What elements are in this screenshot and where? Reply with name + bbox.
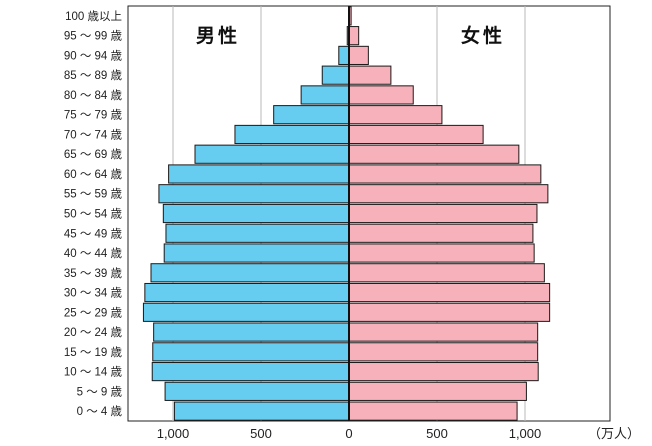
unit-label: （万人） bbox=[588, 426, 640, 441]
female-bar bbox=[348, 243, 535, 263]
age-label: 15 ～ 19 歳 bbox=[64, 346, 123, 359]
female-bar bbox=[348, 184, 549, 204]
age-label: 85 ～ 89 歳 bbox=[64, 69, 123, 82]
age-label: 60 ～ 64 歳 bbox=[64, 168, 123, 181]
male-bar bbox=[163, 243, 350, 263]
male-bar bbox=[300, 85, 350, 105]
female-bar bbox=[348, 381, 527, 401]
female-bar bbox=[348, 342, 539, 362]
x-tick-label: 1,000 bbox=[157, 426, 190, 441]
x-tick-label: 500 bbox=[250, 426, 272, 441]
male-bar bbox=[338, 45, 350, 65]
age-labels: 100 歳以上 95 ～ 99 歳 90 ～ 94 歳 85 ～ 89 歳 80 ～ 8… bbox=[64, 10, 123, 418]
age-label: 40 ～ 44 歳 bbox=[64, 247, 123, 260]
age-label: 100 歳以上 bbox=[65, 10, 122, 23]
female-bar bbox=[348, 124, 484, 145]
male-bar bbox=[158, 184, 350, 204]
x-tick-label: 0 bbox=[345, 426, 352, 441]
age-label: 65 ～ 69 歳 bbox=[64, 148, 123, 161]
male-bar bbox=[150, 263, 350, 283]
age-label: 90 ～ 94 歳 bbox=[64, 49, 123, 62]
age-label: 75 ～ 79 歳 bbox=[64, 109, 123, 122]
female-bar bbox=[348, 26, 360, 46]
age-label: 30 ～ 34 歳 bbox=[64, 287, 123, 300]
male-bar bbox=[164, 381, 350, 401]
age-label: 95 ～ 99 歳 bbox=[64, 30, 123, 43]
female-bar bbox=[348, 105, 443, 125]
male-bar bbox=[142, 302, 350, 322]
age-label: 10 ～ 14 歳 bbox=[64, 366, 123, 379]
x-tick-labels: 1,000 500 0 500 1,000 bbox=[157, 426, 542, 441]
female-bar bbox=[348, 401, 518, 421]
male-bar bbox=[273, 105, 350, 125]
age-label: 55 ～ 59 歳 bbox=[64, 188, 123, 201]
age-label: 0 ～ 4 歳 bbox=[77, 405, 123, 418]
age-label: 80 ～ 84 歳 bbox=[64, 89, 123, 102]
age-label: 25 ～ 29 歳 bbox=[64, 306, 123, 319]
male-bar bbox=[321, 65, 350, 85]
male-bar bbox=[234, 124, 350, 145]
age-label: 20 ～ 24 歳 bbox=[64, 326, 123, 339]
x-tick-label: 1,000 bbox=[509, 426, 542, 441]
male-bar bbox=[153, 322, 350, 342]
female-bar bbox=[348, 263, 545, 283]
male-bar bbox=[162, 203, 350, 224]
female-bar bbox=[348, 85, 414, 105]
female-bar bbox=[348, 65, 392, 85]
male-series-label: 男性 bbox=[196, 24, 240, 47]
bars-group bbox=[142, 6, 551, 421]
male-bar bbox=[151, 362, 350, 382]
age-label: 50 ～ 54 歳 bbox=[64, 208, 123, 221]
female-bar bbox=[348, 223, 534, 243]
female-bar bbox=[348, 45, 369, 65]
age-label: 70 ～ 74 歳 bbox=[64, 128, 123, 141]
male-bar bbox=[194, 144, 350, 164]
age-label: 35 ～ 39 歳 bbox=[64, 267, 123, 280]
male-bar bbox=[152, 342, 350, 362]
female-series-label: 女性 bbox=[461, 24, 505, 47]
female-bar bbox=[348, 362, 539, 382]
female-bar bbox=[348, 164, 542, 184]
female-bar bbox=[348, 203, 538, 224]
x-tick-label: 500 bbox=[426, 426, 448, 441]
female-bar bbox=[348, 302, 551, 322]
female-bar bbox=[348, 282, 551, 303]
male-bar bbox=[144, 282, 350, 303]
age-label: 5 ～ 9 歳 bbox=[77, 385, 123, 398]
male-bar bbox=[168, 164, 350, 184]
female-bar bbox=[348, 144, 520, 164]
male-bar bbox=[165, 223, 350, 243]
male-bar bbox=[173, 401, 350, 421]
female-bar bbox=[348, 322, 539, 342]
age-label: 45 ～ 49 歳 bbox=[64, 227, 123, 240]
